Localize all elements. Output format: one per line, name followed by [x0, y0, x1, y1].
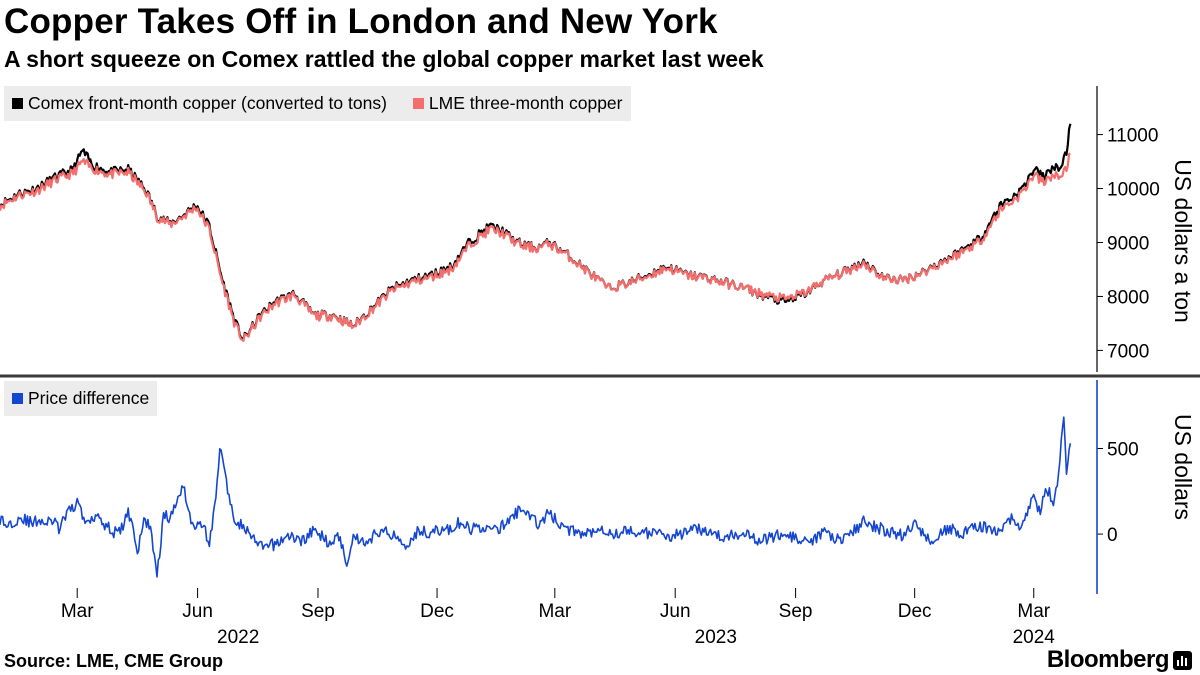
- source-note: Source: LME, CME Group: [4, 651, 224, 671]
- x-year-label: 2023: [695, 627, 737, 648]
- brand-name: Bloomberg: [1046, 646, 1170, 673]
- price-difference-line: [0, 416, 1072, 578]
- top-ytick-label: 11000: [1107, 126, 1158, 147]
- x-tick-label: Sep: [779, 601, 813, 622]
- comex-swatch: [12, 98, 23, 109]
- x-tick-label: Mar: [1017, 601, 1050, 622]
- legend-label-diff: Price difference: [28, 388, 150, 408]
- top-ytick-label: 8000: [1107, 287, 1149, 308]
- top-ytick-label: 10000: [1107, 180, 1160, 201]
- diff-swatch: [12, 393, 23, 404]
- lme-series-line: [0, 152, 1071, 342]
- legend-label-comex: Comex front-month copper (converted to t…: [28, 93, 387, 113]
- chart-title: Copper Takes Off in London and New York: [4, 2, 718, 41]
- bottom-ytick-label: 0: [1107, 525, 1118, 546]
- top-y-axis-title: US dollars a ton: [1170, 159, 1196, 323]
- legend-item-comex: Comex front-month copper (converted to t…: [4, 93, 387, 114]
- x-tick-label: Sep: [301, 601, 335, 622]
- x-tick-label: Mar: [61, 601, 94, 622]
- legend-item-lme: LME three-month copper: [405, 93, 623, 114]
- x-tick-label: Jun: [182, 601, 213, 622]
- x-tick-label: Jun: [660, 601, 691, 622]
- chart-subtitle: A short squeeze on Comex rattled the glo…: [4, 46, 764, 72]
- top-ytick-label: 9000: [1107, 233, 1149, 254]
- top-legend: Comex front-month copper (converted to t…: [4, 86, 631, 121]
- legend-label-lme: LME three-month copper: [428, 93, 623, 113]
- bottom-ytick-label: 500: [1107, 439, 1139, 460]
- lme-swatch: [412, 98, 424, 109]
- x-tick-label: Dec: [898, 601, 932, 622]
- bottom-legend: Price difference: [4, 381, 158, 416]
- bloomberg-logo: Bloomberg: [1047, 646, 1192, 674]
- comex-series-line: [0, 123, 1072, 341]
- top-ytick-label: 7000: [1107, 341, 1149, 362]
- bottom-y-axis-title: US dollars: [1170, 414, 1196, 520]
- x-tick-label: Mar: [538, 601, 571, 622]
- legend-item-diff: Price difference: [4, 388, 149, 409]
- x-tick-label: Dec: [420, 601, 454, 622]
- bloomberg-chart-icon: [1173, 650, 1192, 670]
- x-year-label: 2024: [1013, 627, 1056, 648]
- x-year-label: 2022: [217, 627, 259, 648]
